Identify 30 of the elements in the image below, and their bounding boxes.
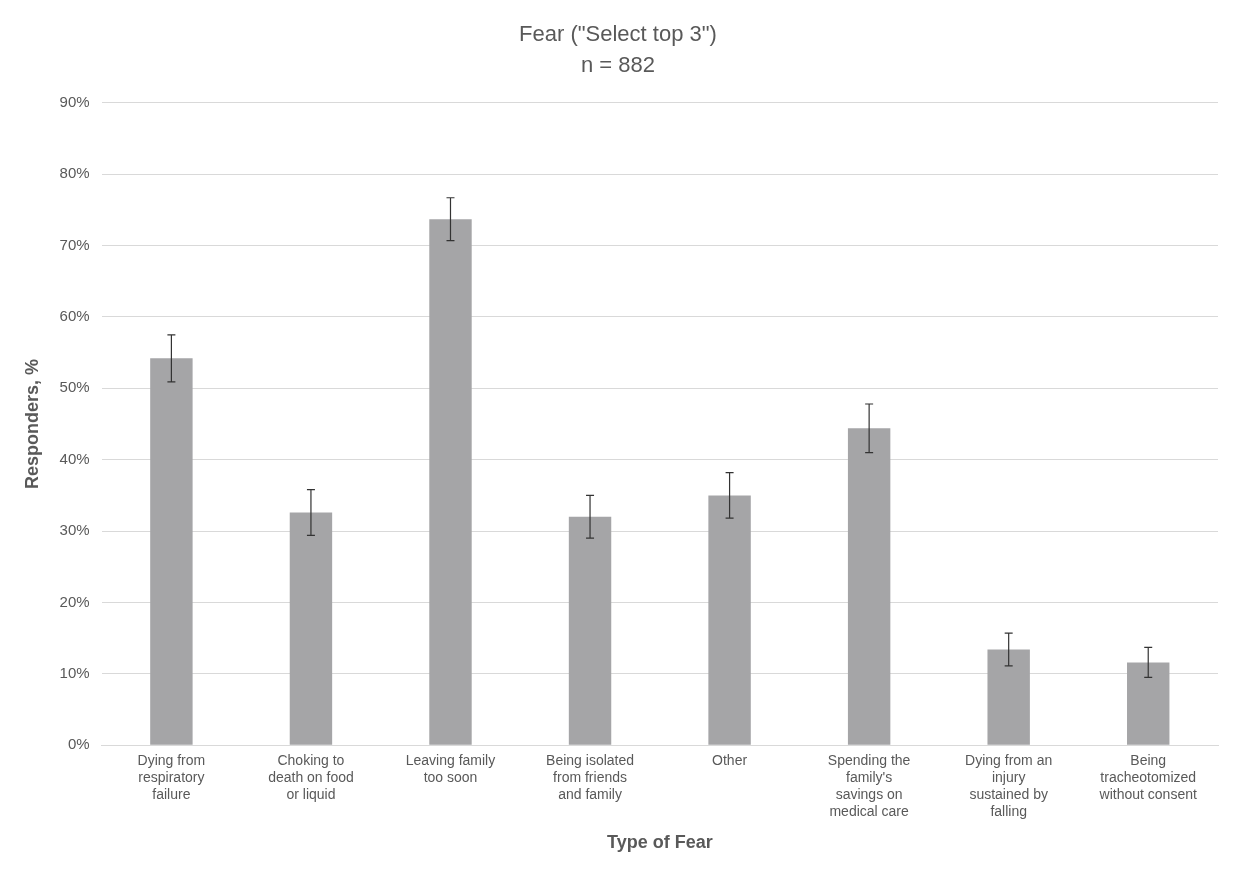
- bar: [429, 219, 472, 745]
- y-tick-label: 70%: [59, 235, 90, 253]
- bar: [568, 516, 612, 745]
- x-tick-label: Leaving family too soon: [405, 752, 496, 786]
- x-tick-label: Being tracheotomized without consent: [1098, 752, 1197, 803]
- y-tick-label: 80%: [59, 164, 90, 182]
- chart-subtitle: n = 882: [580, 51, 656, 77]
- x-tick-label: Spending the family's savings on medical care: [827, 752, 911, 819]
- bar: [150, 358, 193, 745]
- y-tick-label: 90%: [59, 92, 90, 110]
- bar: [289, 512, 333, 745]
- x-tick-label: Other: [712, 752, 748, 769]
- bar: [987, 649, 1030, 745]
- x-tick-label: Being isolated from friends and family: [546, 752, 635, 803]
- y-tick-label: 0%: [67, 735, 90, 753]
- x-axis-title: Type of Fear: [606, 832, 713, 853]
- x-tick-label: Choking to death on food or liquid: [268, 752, 354, 803]
- y-tick-label: 50%: [59, 378, 90, 396]
- x-tick-label: Dying from an injury sustained by falling: [965, 752, 1053, 819]
- x-tick-label: Dying from respiratory failure: [137, 752, 206, 803]
- bar: [847, 428, 891, 745]
- y-tick-label: 30%: [59, 521, 90, 539]
- y-tick-label: 60%: [59, 307, 90, 325]
- chart-title: Fear ("Select top 3"): [519, 21, 717, 47]
- y-tick-label: 20%: [59, 592, 90, 610]
- bar: [708, 495, 751, 745]
- y-tick-label: 40%: [59, 449, 90, 467]
- y-axis-title: Responders, %: [21, 358, 42, 490]
- bar: [1127, 662, 1170, 745]
- y-tick-label: 10%: [59, 663, 90, 681]
